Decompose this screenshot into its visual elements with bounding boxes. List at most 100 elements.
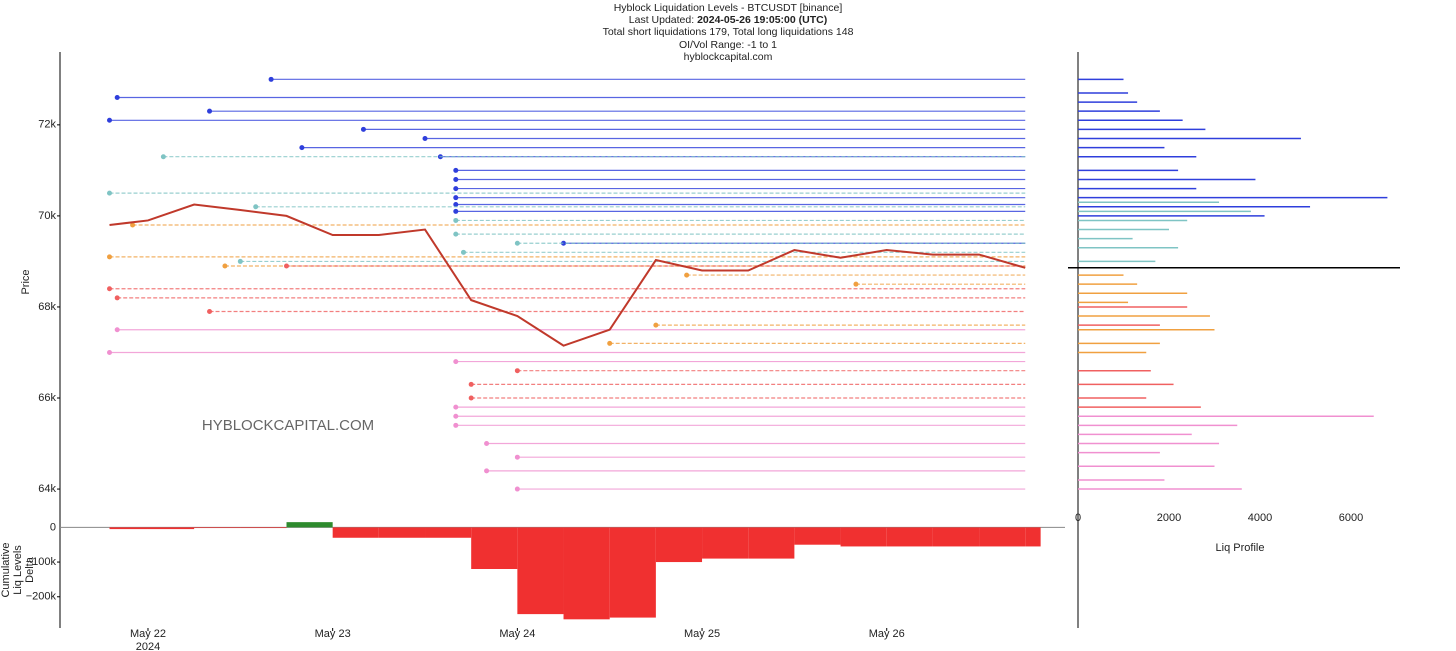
level-dot bbox=[514, 368, 520, 374]
liq-level bbox=[607, 340, 1026, 346]
watermark: HYBLOCKCAPITAL.COM bbox=[202, 417, 374, 434]
updated: Last Updated: 2024-05-26 19:05:00 (UTC) bbox=[629, 14, 827, 26]
level-dot bbox=[514, 486, 520, 492]
liq-level bbox=[484, 468, 1026, 474]
x-tick-label: 0 bbox=[1075, 512, 1081, 524]
liq-level bbox=[422, 136, 1026, 142]
liq-level bbox=[653, 322, 1026, 328]
liq-level bbox=[453, 195, 1026, 201]
delta-bar bbox=[425, 527, 472, 538]
liq-level bbox=[160, 154, 1026, 160]
level-dot bbox=[107, 117, 113, 123]
delta-bar bbox=[109, 527, 148, 530]
y-axis-title: CumulativeLiq LevelsDelta bbox=[0, 542, 36, 597]
level-dot bbox=[453, 359, 459, 365]
y-tick-label: 68k bbox=[38, 301, 56, 313]
level-dot bbox=[453, 231, 459, 237]
delta-bar bbox=[471, 527, 518, 569]
totals: Total short liquidations 179, Total long… bbox=[603, 26, 854, 38]
level-dot bbox=[114, 295, 120, 301]
liq-level bbox=[453, 422, 1026, 428]
y-tick-label: 70k bbox=[38, 210, 56, 222]
level-dot bbox=[453, 195, 459, 201]
delta-bar bbox=[932, 527, 980, 547]
level-dot bbox=[453, 208, 459, 214]
liq-level bbox=[453, 217, 1026, 223]
delta-bar bbox=[609, 527, 656, 618]
liq-level bbox=[268, 76, 1026, 82]
range: OI/Vol Range: -1 to 1 bbox=[679, 39, 777, 51]
delta-bar bbox=[702, 527, 749, 559]
level-dot bbox=[268, 76, 274, 82]
liq-level bbox=[114, 95, 1026, 101]
level-dot bbox=[484, 441, 490, 447]
delta-bar bbox=[655, 527, 703, 563]
y-tick-label: 66k bbox=[38, 392, 56, 404]
level-dot bbox=[283, 263, 289, 269]
delta-bar bbox=[147, 527, 195, 530]
liq-level bbox=[237, 258, 1026, 264]
delta-bar bbox=[1025, 527, 1041, 547]
level-dot bbox=[453, 167, 459, 173]
x-tick-label: 6000 bbox=[1339, 512, 1363, 524]
x-tick-label: May 25 bbox=[684, 628, 720, 640]
level-dot bbox=[160, 154, 166, 160]
liq-level bbox=[453, 404, 1026, 410]
liq-level bbox=[484, 441, 1026, 447]
liq-level bbox=[114, 327, 1026, 333]
y-axis-title: Price bbox=[20, 269, 32, 294]
liq-level bbox=[514, 240, 1026, 246]
liq-level bbox=[360, 126, 1026, 132]
x-tick-label: May 22 bbox=[130, 628, 166, 640]
level-dot bbox=[422, 136, 428, 142]
level-dot bbox=[453, 186, 459, 192]
level-dot bbox=[453, 404, 459, 410]
level-dot bbox=[114, 327, 120, 333]
y-tick-label: 0 bbox=[50, 521, 56, 533]
delta-bar bbox=[979, 527, 1026, 547]
updated-value: 2024-05-26 19:05:00 (UTC) bbox=[697, 14, 827, 26]
liq-level bbox=[514, 486, 1026, 492]
liq-level bbox=[107, 254, 1026, 260]
liq-level bbox=[207, 108, 1026, 114]
liq-level bbox=[468, 381, 1026, 387]
liq-level bbox=[107, 349, 1026, 355]
liq-level bbox=[453, 176, 1026, 182]
liq-level bbox=[107, 190, 1026, 196]
x-tick-label: 2000 bbox=[1157, 512, 1181, 524]
liq-level bbox=[453, 202, 1026, 208]
level-dot bbox=[107, 254, 113, 260]
level-dot bbox=[468, 395, 474, 401]
liq-level bbox=[453, 208, 1026, 214]
liq-level bbox=[453, 186, 1026, 192]
level-dot bbox=[853, 281, 859, 287]
level-dot bbox=[684, 272, 690, 278]
liq-level bbox=[453, 359, 1026, 365]
liq-level bbox=[453, 413, 1026, 419]
liq-level bbox=[283, 263, 1026, 269]
delta-bar bbox=[332, 527, 379, 538]
x-tick-label: May 26 bbox=[869, 628, 905, 640]
liq-level bbox=[130, 222, 1026, 228]
delta-bar bbox=[563, 527, 610, 620]
delta-bar bbox=[378, 527, 426, 538]
x-tick-label: 4000 bbox=[1248, 512, 1272, 524]
liq-level bbox=[514, 368, 1026, 374]
x-tick-label: May 24 bbox=[499, 628, 535, 640]
liq-level bbox=[684, 272, 1026, 278]
level-dot bbox=[360, 126, 366, 132]
level-dot bbox=[453, 217, 459, 223]
liq-level bbox=[222, 263, 1026, 269]
y-tick-label: 72k bbox=[38, 119, 56, 131]
level-dot bbox=[453, 202, 459, 208]
liq-level bbox=[107, 117, 1026, 123]
delta-bar bbox=[286, 522, 333, 528]
level-dot bbox=[107, 286, 113, 292]
level-dot bbox=[453, 422, 459, 428]
level-dot bbox=[607, 340, 613, 346]
liq-level bbox=[468, 395, 1026, 401]
liq-level bbox=[853, 281, 1026, 287]
level-dot bbox=[207, 108, 213, 114]
level-dot bbox=[460, 249, 466, 255]
